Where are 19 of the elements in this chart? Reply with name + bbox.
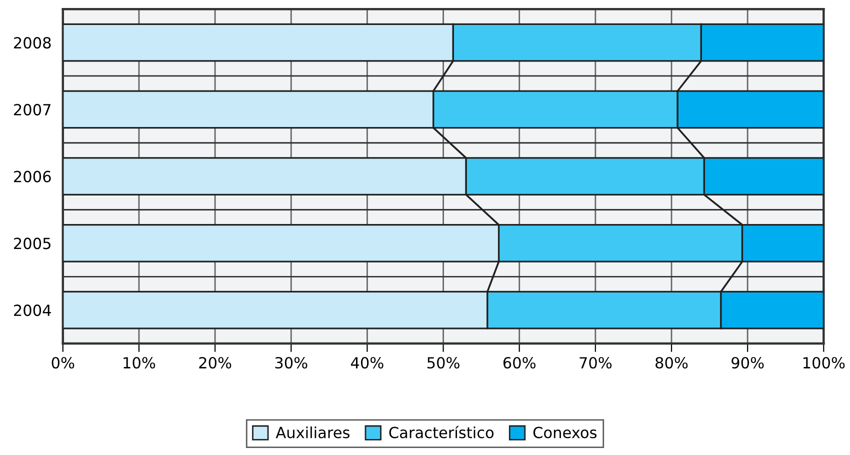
y-tick-label: 2006 [14, 170, 51, 182]
x-tick-label: 80% [656, 356, 688, 369]
legend-label: Auxiliares [276, 426, 350, 438]
x-tick-label: 90% [732, 356, 764, 369]
y-tick-label: 2005 [14, 238, 50, 250]
x-tick-label: 20% [199, 356, 232, 369]
y-tick-label: 2004 [14, 304, 51, 316]
x-tick-label: 70% [580, 356, 612, 369]
x-tick-label: 0% [52, 356, 74, 369]
x-tick-label: 10% [124, 356, 156, 369]
y-tick-label: 2008 [14, 37, 51, 49]
x-tick-label: 100% [803, 356, 845, 369]
x-tick-label: 40% [350, 356, 384, 369]
x-tick-label: 60% [503, 356, 536, 369]
legend-label: Característico [389, 426, 494, 438]
x-tick-label: 50% [427, 356, 460, 369]
legend-label: Conexos [533, 426, 597, 438]
x-tick-label: 30% [275, 356, 308, 369]
y-tick-label: 2007 [14, 104, 50, 116]
